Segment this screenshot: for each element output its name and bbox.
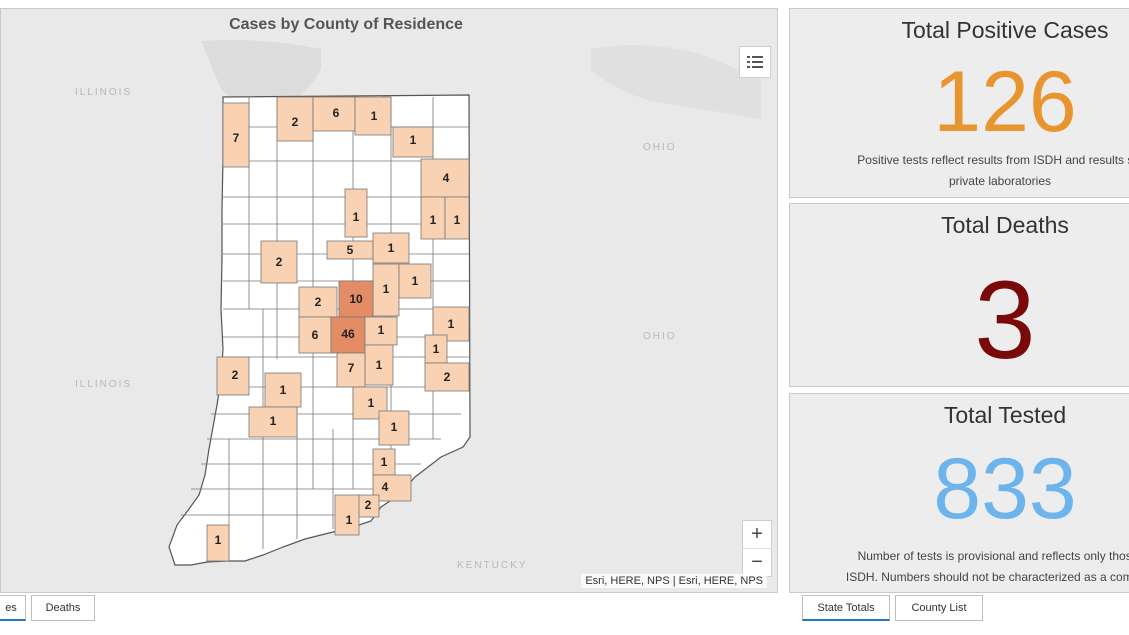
region-label: KENTUCKY	[457, 560, 528, 571]
affected-counties	[206, 96, 470, 562]
total-deaths-title: Total Deaths	[941, 212, 1069, 238]
tab-state-totals[interactable]: State Totals	[802, 595, 890, 621]
region-label: OHIO	[643, 331, 677, 342]
county-count: 1	[353, 210, 360, 224]
legend-list-icon	[747, 56, 763, 68]
county-count: 2	[315, 295, 322, 309]
county-count: 2	[276, 255, 283, 269]
county-count: 1	[430, 213, 437, 227]
county-count: 1	[378, 323, 385, 337]
county-count: 1	[346, 513, 353, 527]
county-count: 2	[232, 368, 239, 382]
map-attribution: Esri, HERE, NPS | Esri, HERE, NPS	[581, 574, 767, 588]
region-label: ILLINOIS	[75, 379, 133, 390]
lake-erie	[591, 45, 761, 119]
positive-cases-note-line2: private laboratories	[948, 174, 1052, 188]
legend-button[interactable]	[739, 46, 771, 78]
tab-cases[interactable]: es	[0, 595, 26, 621]
county-count: 7	[233, 131, 240, 145]
zoom-control: + −	[742, 520, 772, 577]
county-count: 1	[376, 358, 383, 372]
lake-michigan	[201, 40, 321, 109]
county-count: 46	[341, 327, 355, 341]
positive-cases-title: Total Positive Cases	[901, 17, 1109, 43]
county-count: 1	[270, 414, 277, 428]
county-count: 1	[448, 317, 455, 331]
positive-cases-value: 126	[933, 54, 1077, 150]
county-count: 1	[410, 133, 417, 147]
county-count: 4	[382, 480, 389, 494]
county-count: 1	[215, 533, 222, 547]
county-count: 6	[312, 328, 319, 342]
zoom-out-button[interactable]: −	[743, 548, 771, 576]
county-labels: 7 2 6 1 1 4 1 1 1 2 5 1 1 1 2 10 6 46 1 …	[215, 106, 461, 547]
county-count: 1	[368, 396, 375, 410]
map-title: Cases by County of Residence	[229, 16, 463, 33]
county-count: 10	[349, 292, 363, 306]
positive-cases-card: Total Positive Cases 126 Positive tests …	[789, 8, 1129, 198]
county-count: 5	[347, 243, 354, 257]
county-count: 1	[280, 383, 287, 397]
county-count: 1	[388, 241, 395, 255]
total-tested-card: Total Tested 833 Number of tests is prov…	[789, 393, 1129, 593]
region-label: OHIO	[643, 142, 677, 153]
total-tested-value: 833	[933, 441, 1077, 537]
county-count: 1	[381, 455, 388, 469]
region-label: ILLINOIS	[75, 87, 133, 98]
map-panel[interactable]: 7 2 6 1 1 4 1 1 1 2 5 1 1 1 2 10 6 46 1 …	[0, 8, 778, 593]
map-canvas[interactable]: 7 2 6 1 1 4 1 1 1 2 5 1 1 1 2 10 6 46 1 …	[1, 9, 778, 593]
county-count: 2	[444, 370, 451, 384]
total-tested-note-line1: Number of tests is provisional and refle…	[857, 549, 1129, 563]
total-tested-title: Total Tested	[943, 402, 1067, 428]
total-deaths-value: 3	[974, 259, 1036, 382]
tab-county-list[interactable]: County List	[895, 595, 983, 621]
county-count: 1	[391, 420, 398, 434]
county-count: 1	[412, 274, 419, 288]
county-count: 1	[454, 213, 461, 227]
county-count: 6	[333, 106, 340, 120]
county-count: 1	[371, 109, 378, 123]
county-count: 7	[348, 361, 355, 375]
zoom-in-button[interactable]: +	[751, 523, 763, 545]
county-count: 2	[365, 498, 372, 512]
total-deaths-card: Total Deaths 3	[789, 203, 1129, 387]
county-count: 1	[383, 282, 390, 296]
county-count: 1	[433, 342, 440, 356]
county-count: 2	[292, 115, 299, 129]
positive-cases-note-line1: Positive tests reflect results from ISDH…	[857, 153, 1129, 167]
county-count: 4	[443, 171, 450, 185]
total-tested-note-line2: ISDH. Numbers should not be characterize…	[845, 570, 1129, 584]
tab-deaths[interactable]: Deaths	[31, 595, 95, 621]
